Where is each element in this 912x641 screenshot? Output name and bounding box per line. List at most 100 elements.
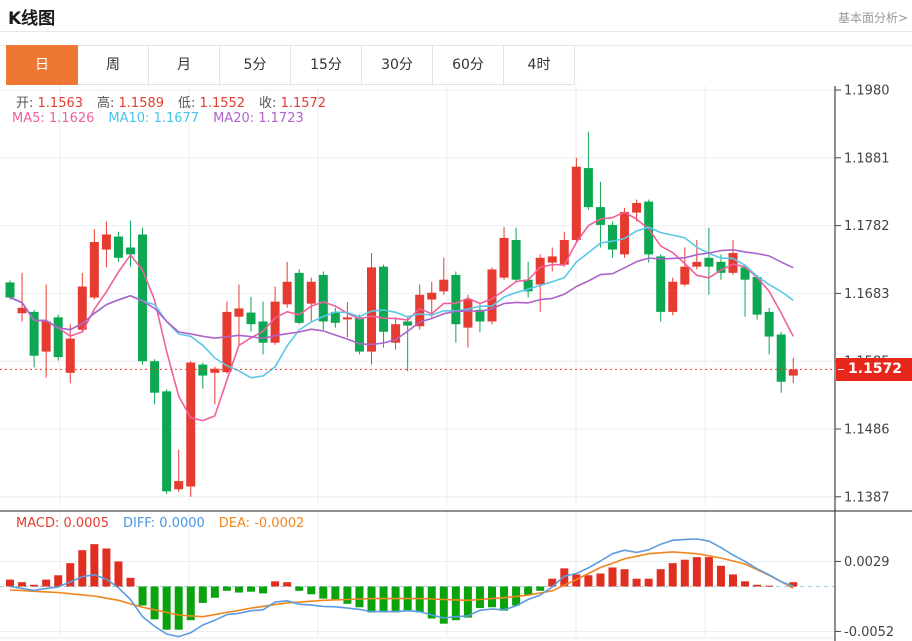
price-axis-label: 1.1387 [844, 490, 890, 505]
macd-bar [729, 574, 737, 587]
macd-bar [789, 582, 798, 587]
legend-item: 低: 1.1552 [178, 96, 246, 111]
macd-bar [644, 578, 653, 587]
candle-body [89, 242, 99, 298]
macd-bar [753, 584, 762, 587]
tab-15分[interactable]: 15分 [290, 45, 362, 85]
macd-bar [716, 565, 725, 587]
candle-body [583, 168, 593, 208]
candle-body [608, 224, 617, 250]
macd-bar [162, 586, 171, 630]
candle-body [487, 269, 497, 322]
ma-legend: MA5: 1.1626 MA10: 1.1677 MA20: 1.1723 [12, 111, 318, 126]
candle-body [499, 237, 509, 278]
macd-bar [439, 586, 448, 624]
candle-body [367, 267, 376, 352]
candle-body [138, 234, 148, 362]
macd-bar [343, 586, 352, 604]
macd-bar [741, 581, 750, 587]
macd-bar [138, 586, 147, 606]
macd-bar [451, 586, 460, 621]
candle-body [162, 391, 172, 492]
candle-body [523, 279, 533, 292]
macd-bar [331, 586, 340, 601]
macd-bar [608, 567, 617, 587]
macd-bar [18, 582, 27, 587]
tab-4时[interactable]: 4时 [503, 45, 575, 85]
candle-body [5, 282, 15, 298]
tab-日[interactable]: 日 [6, 45, 78, 85]
tab-5分[interactable]: 5分 [219, 45, 291, 85]
price-axis-label: 1.1782 [844, 219, 890, 234]
legend-item: MA20: 1.1723 [213, 111, 304, 126]
candle-body [571, 166, 581, 240]
macd-bar [596, 573, 605, 587]
fundamental-analysis-link[interactable]: 基本面分析> [837, 11, 908, 25]
candle-body [198, 364, 208, 376]
price-axis-label: 1.1486 [844, 423, 890, 438]
candle-body [668, 281, 678, 312]
candle-body [559, 239, 569, 265]
candle-body [354, 317, 364, 352]
candle-body [234, 308, 244, 317]
ma20-line [9, 249, 794, 346]
macd-bar [488, 586, 496, 608]
candle-body [656, 256, 666, 312]
price-axis-label: 1.1683 [844, 287, 890, 302]
macd-bar [704, 557, 713, 587]
macd-bar [6, 579, 14, 587]
candle-body [306, 281, 316, 304]
macd-axis-label: -0.0052 [844, 625, 894, 640]
tab-60分[interactable]: 60分 [432, 45, 504, 85]
interval-tabbar: 日周月 5分 15分 30分 60分 4时 [6, 45, 575, 85]
tab-月[interactable]: 月 [148, 45, 220, 85]
ohlc-legend: 开: 1.1563 高: 1.1589 低: 1.1552 收: 1.1572 [16, 92, 340, 111]
candle-body [439, 279, 449, 292]
macd-bar [475, 586, 484, 609]
candle-body [379, 266, 389, 332]
macd-bar [66, 563, 75, 587]
ma5-line [9, 211, 794, 422]
candle-body [41, 321, 51, 352]
macd-bar [247, 586, 255, 592]
candle-body [126, 247, 135, 255]
legend-item: DIFF: 0.0000 [122, 516, 205, 531]
macd-bar [54, 575, 63, 587]
candle-body [391, 324, 401, 343]
macd-bar [114, 561, 123, 587]
candle-body [740, 267, 750, 280]
macd-bar [668, 563, 677, 587]
macd-bar [259, 586, 268, 594]
candle-body [101, 234, 111, 250]
diff-line [9, 538, 794, 638]
price-axis-label: 1.1881 [844, 151, 890, 166]
macd-bar [367, 586, 376, 613]
candle-body [53, 317, 63, 358]
candle-body [17, 307, 27, 314]
macd-bar [560, 568, 569, 587]
macd-bar [42, 579, 51, 587]
macd-bar [319, 586, 328, 599]
tab-30分[interactable]: 30分 [361, 45, 433, 85]
candle-body [186, 362, 196, 487]
header-divider [0, 31, 912, 32]
candle-body [595, 207, 605, 225]
macd-bar [234, 586, 243, 593]
legend-item: 收: 1.1572 [259, 96, 327, 111]
candle-body [342, 317, 352, 320]
macd-bar [222, 586, 231, 591]
candle-body [210, 368, 220, 373]
candle-body [463, 299, 473, 328]
candle-body [403, 321, 413, 326]
macd-bar [524, 586, 533, 596]
macd-bar [500, 586, 509, 611]
macd-bar [632, 578, 641, 587]
macd-axis-label: 0.0029 [844, 555, 890, 570]
candle-body [330, 311, 340, 323]
candle-body [728, 252, 738, 273]
macd-bar [656, 569, 665, 587]
macd-bar [30, 584, 39, 587]
price-axis-label: 1.1980 [844, 84, 890, 99]
